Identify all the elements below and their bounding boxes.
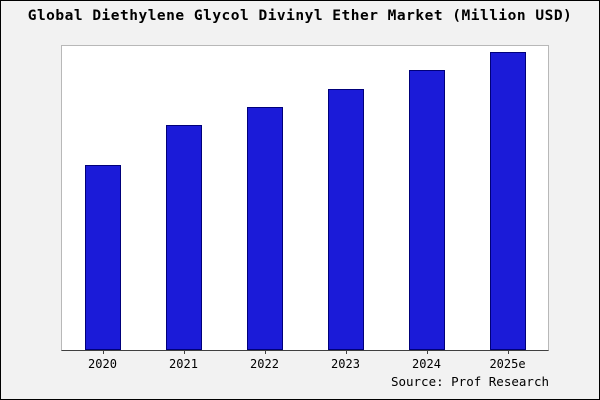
x-tick-label-2020: 2020 [88, 357, 117, 371]
source-credit: Source: Prof Research [390, 374, 549, 389]
bar-column-2021: 2021 [143, 46, 224, 371]
bar-column-2020: 2020 [62, 46, 143, 371]
bar-2020 [84, 164, 121, 350]
bar-2025e [489, 52, 526, 350]
bar-column-2025e: 2025e [467, 46, 548, 371]
x-tick-label-2023: 2023 [331, 357, 360, 371]
x-axis-tick [345, 350, 347, 354]
bar-2021 [165, 125, 202, 350]
bar-2023 [327, 88, 364, 350]
x-axis-tick [426, 350, 428, 354]
bar-column-2023: 2023 [305, 46, 386, 371]
bar-column-2024: 2024 [386, 46, 467, 371]
bar-2022 [246, 106, 283, 350]
chart-title: Global Diethylene Glycol Divinyl Ether M… [27, 8, 573, 24]
x-tick-label-2025e: 2025e [489, 357, 526, 371]
bar-2024 [408, 70, 445, 350]
plot-area: 2020 2021 2022 2023 2024 2025e [61, 45, 549, 371]
x-tick-label-2024: 2024 [412, 357, 441, 371]
x-axis-tick [102, 350, 104, 354]
x-axis-tick [507, 350, 509, 354]
x-tick-label-2021: 2021 [169, 357, 198, 371]
x-tick-label-2022: 2022 [250, 357, 279, 371]
x-axis-tick [264, 350, 266, 354]
x-axis-tick [183, 350, 185, 354]
bar-column-2022: 2022 [224, 46, 305, 371]
bars-row: 2020 2021 2022 2023 2024 2025e [62, 46, 548, 371]
